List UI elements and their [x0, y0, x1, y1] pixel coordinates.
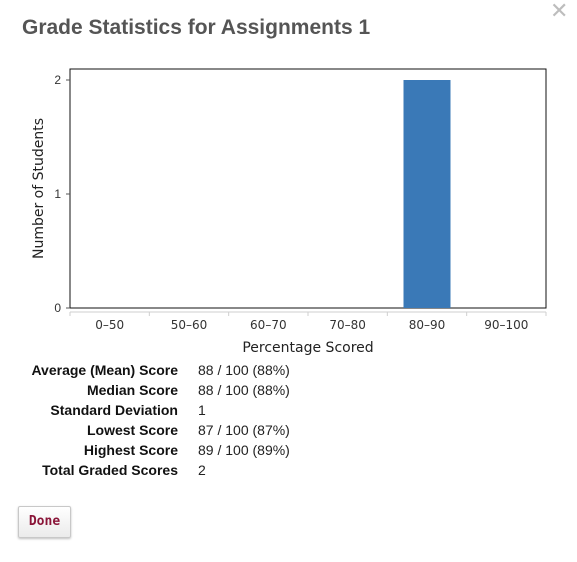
- stat-label-lowest: Lowest Score: [86, 422, 178, 438]
- stat-value-std-dev: 1: [198, 402, 206, 418]
- stat-value-highest: 89 / 100 (89%): [198, 442, 290, 458]
- stat-row: Average (Mean) Score 88 / 100 (88%): [0, 362, 577, 382]
- stat-value-lowest: 87 / 100 (87%): [198, 422, 290, 438]
- x-tick-label: 80–90: [409, 318, 446, 332]
- stat-row: Median Score 88 / 100 (88%): [0, 382, 577, 402]
- x-tick-label: 70–80: [329, 318, 366, 332]
- x-tick-label: 90–100: [484, 318, 528, 332]
- grade-distribution-chart: 0 1 2 0–50 50–60 60–70 70–80 80–90 90–100 Percent…: [31, 68, 547, 356]
- dialog-title: Grade Statistics for Assignments 1: [22, 16, 371, 39]
- stat-row: Standard Deviation 1: [0, 402, 577, 422]
- stat-label-highest: Highest Score: [83, 442, 178, 458]
- stat-row: Highest Score 89 / 100 (89%): [0, 442, 577, 462]
- x-tick-label: 60–70: [250, 318, 287, 332]
- stat-label-total: Total Graded Scores: [42, 462, 178, 478]
- stat-row: Lowest Score 87 / 100 (87%): [0, 422, 577, 442]
- stat-value-mean: 88 / 100 (88%): [198, 362, 290, 378]
- stat-row: Total Graded Scores 2: [0, 462, 577, 482]
- x-axis-label: Percentage Scored: [242, 340, 373, 356]
- stat-label-std-dev: Standard Deviation: [50, 402, 178, 418]
- chart-svg: 0 1 2 0–50 50–60 60–70 70–80 80–90 90–100 Percent…: [31, 68, 547, 356]
- close-icon[interactable]: ✕: [550, 0, 569, 24]
- y-tick-label: 2: [54, 73, 61, 87]
- y-axis-label: Number of Students: [31, 118, 47, 259]
- y-tick-label: 1: [54, 187, 61, 201]
- y-tick-label: 0: [54, 301, 61, 315]
- stat-value-median: 88 / 100 (88%): [198, 382, 290, 398]
- stat-value-total: 2: [198, 462, 206, 478]
- bar-4: [403, 80, 451, 308]
- x-tick-label: 0–50: [95, 318, 124, 332]
- plot-area: [69, 68, 547, 309]
- done-button[interactable]: Done: [18, 506, 71, 538]
- stat-label-mean: Average (Mean) Score: [31, 362, 178, 378]
- stat-label-median: Median Score: [86, 382, 178, 398]
- statistics-table: Average (Mean) Score 88 / 100 (88%) Medi…: [0, 362, 577, 482]
- x-tick-label: 50–60: [171, 318, 208, 332]
